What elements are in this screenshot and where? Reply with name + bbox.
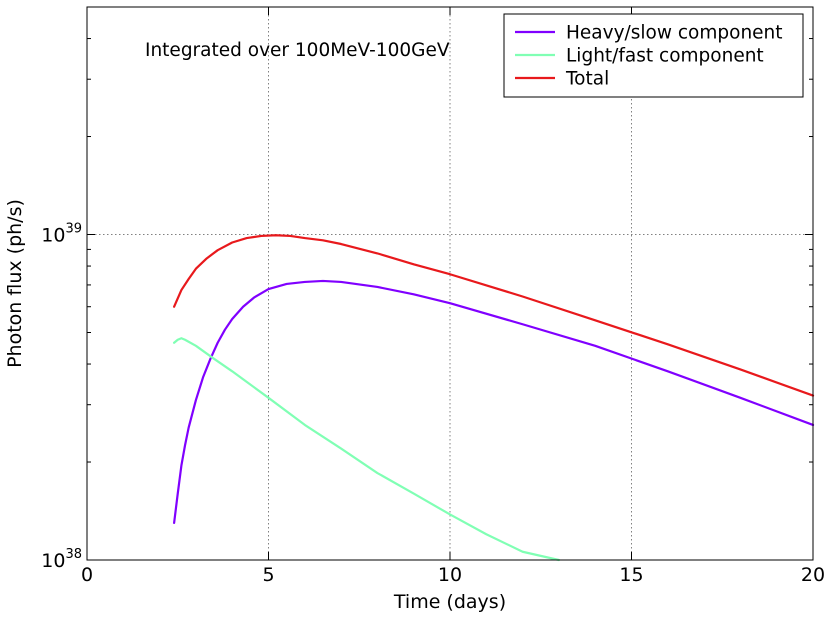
y-tick-label: 1038: [41, 547, 82, 572]
x-tick-label: 15: [619, 564, 643, 586]
tick-labels-layer: 0 5 10 15 20 1038 1039: [41, 222, 825, 586]
series-line-heavy-slow-component: [173, 279, 815, 525]
legend-label-light-fast-component: Light/fast component: [566, 46, 764, 67]
x-axis-label: Time (days): [393, 591, 506, 613]
x-tick-label: 20: [801, 564, 825, 586]
grid-layer: [87, 7, 813, 560]
legend-label-total: Total: [565, 69, 609, 90]
plot-frame: [86, 6, 814, 561]
y-axis-label: Photon flux (ph/s): [4, 199, 26, 368]
legend-label-heavy-slow-component: Heavy/slow component: [566, 23, 783, 44]
chart-annotation: Integrated over 100MeV-100GeV: [145, 40, 450, 61]
y-tick-label: 1039: [41, 222, 82, 247]
x-tick-label: 5: [262, 564, 274, 586]
x-tick-label: 0: [81, 564, 93, 586]
series-line-total: [173, 234, 815, 397]
series-layer: [173, 234, 815, 562]
x-tick-label: 10: [438, 564, 462, 586]
series-line-light-fast-component: [173, 337, 561, 562]
